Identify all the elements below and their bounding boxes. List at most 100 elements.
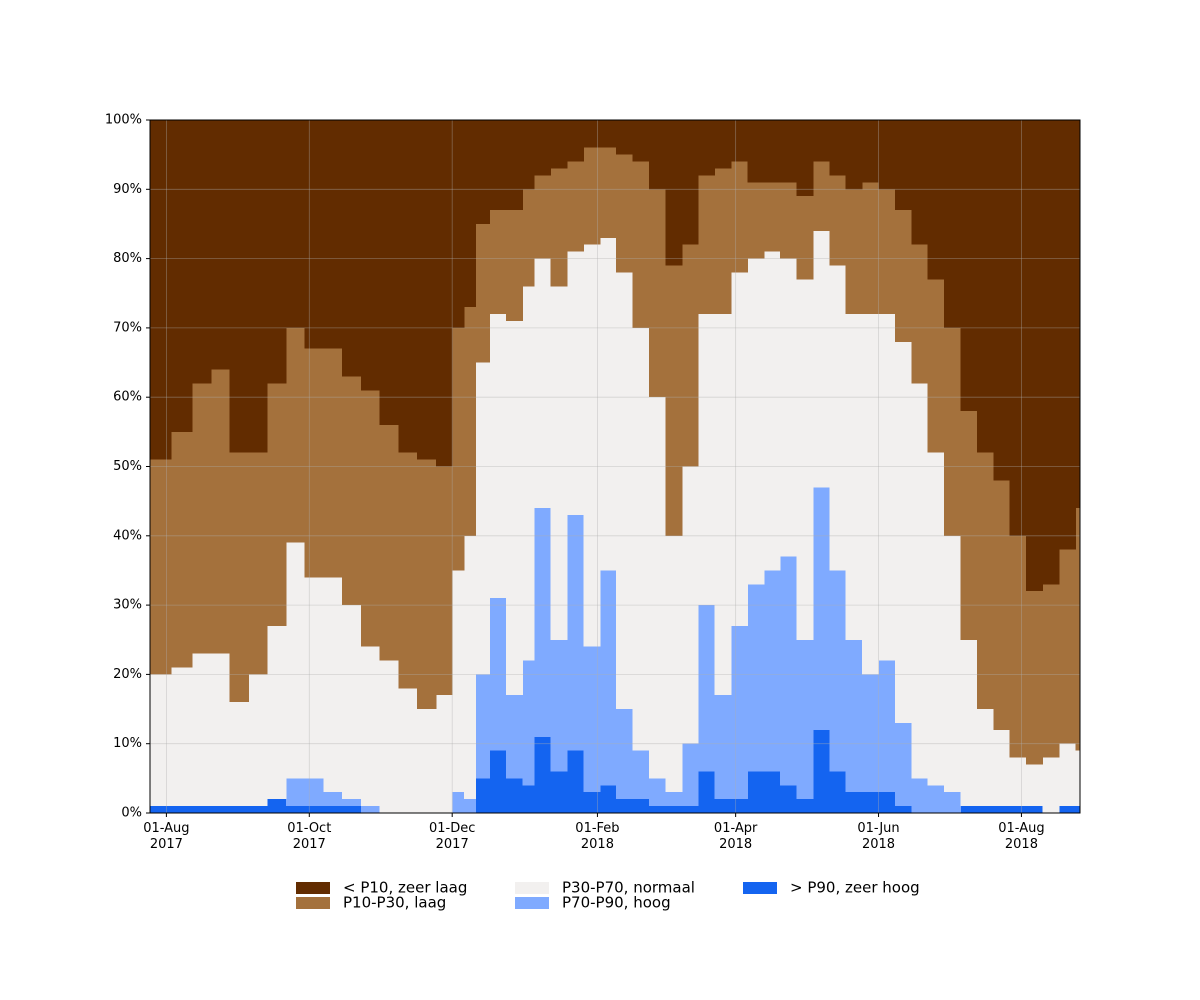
area-step xyxy=(192,383,212,654)
area-step xyxy=(210,653,231,807)
area-step xyxy=(763,771,781,813)
y-tick-label: 90% xyxy=(113,182,142,197)
legend-swatch xyxy=(296,882,330,894)
area-step xyxy=(171,120,193,432)
area-step xyxy=(862,674,880,793)
area-step xyxy=(763,570,781,772)
area-step xyxy=(475,778,491,813)
legend-swatch xyxy=(515,897,549,909)
area-step xyxy=(862,120,880,183)
area-step xyxy=(583,120,601,148)
area-step xyxy=(463,535,477,800)
legend-label: P70-P90, hoog xyxy=(562,894,671,912)
area-step xyxy=(150,120,172,460)
area-step xyxy=(323,806,343,813)
y-tick-label: 0% xyxy=(121,806,142,821)
area-step xyxy=(463,799,477,813)
area-step xyxy=(894,210,912,342)
area-step xyxy=(1009,757,1027,807)
area-step xyxy=(323,348,343,578)
area-step xyxy=(944,327,962,536)
area-step xyxy=(248,806,268,813)
area-step xyxy=(1009,806,1027,813)
area-step xyxy=(747,182,765,259)
area-step xyxy=(583,244,601,647)
area-step xyxy=(616,272,634,710)
area-step xyxy=(960,639,978,807)
area-step xyxy=(1026,806,1044,813)
area-step xyxy=(267,383,287,626)
area-step xyxy=(730,799,748,813)
area-step xyxy=(379,120,399,425)
area-step xyxy=(993,806,1011,813)
area-step xyxy=(1075,120,1081,509)
area-step xyxy=(1058,120,1076,550)
area-step xyxy=(911,383,929,779)
y-tick-label: 30% xyxy=(113,598,142,613)
area-step xyxy=(878,120,896,190)
area-step xyxy=(1009,535,1027,758)
area-step xyxy=(730,625,748,800)
y-tick-label: 20% xyxy=(113,667,142,682)
area-step xyxy=(845,120,863,190)
area-step xyxy=(229,452,249,703)
area-step xyxy=(976,709,994,807)
area-step xyxy=(304,348,324,578)
area-step xyxy=(360,390,381,647)
area-step xyxy=(993,729,1011,807)
area-step xyxy=(210,120,231,370)
area-step xyxy=(323,577,343,793)
x-tick-label: 01-Aug 2017 xyxy=(143,821,190,852)
area-step xyxy=(522,120,535,190)
y-tick-label: 100% xyxy=(105,113,142,128)
area-step xyxy=(796,279,814,640)
area-step xyxy=(911,778,929,813)
x-tick-label: 01-Dec 2017 xyxy=(428,821,476,852)
legend-label: P10-P30, laag xyxy=(343,894,446,912)
area-step xyxy=(506,778,523,813)
area-step xyxy=(665,120,683,266)
area-step xyxy=(665,806,683,813)
area-step xyxy=(763,120,781,183)
area-step xyxy=(616,709,634,800)
area-step xyxy=(648,120,666,190)
area-step xyxy=(267,799,287,813)
area-step xyxy=(714,695,732,800)
area-step xyxy=(648,397,666,779)
area-step xyxy=(171,667,193,807)
area-step xyxy=(506,120,523,211)
area-step xyxy=(475,120,491,224)
area-step xyxy=(960,411,978,640)
area-step xyxy=(698,771,716,813)
area-step xyxy=(599,147,617,238)
area-step xyxy=(878,189,896,315)
area-step xyxy=(435,120,453,467)
area-step xyxy=(747,771,765,813)
area-step xyxy=(632,799,650,813)
area-step xyxy=(911,120,929,245)
area-step xyxy=(566,515,584,751)
area-step xyxy=(566,251,584,516)
area-step xyxy=(747,120,765,183)
area-step xyxy=(452,327,465,571)
area-step xyxy=(550,286,568,640)
area-step xyxy=(489,598,507,751)
area-step xyxy=(489,120,507,211)
area-step xyxy=(285,542,306,779)
y-tick-label: 60% xyxy=(113,390,142,405)
area-step xyxy=(796,120,814,197)
y-tick-label: 50% xyxy=(113,459,142,474)
area-step xyxy=(229,702,249,807)
area-step xyxy=(463,120,477,308)
legend-item: P10-P30, laag xyxy=(296,894,446,912)
area-step xyxy=(976,452,994,710)
area-step xyxy=(171,431,193,668)
area-step xyxy=(665,535,683,793)
x-tick-label: 01-Feb 2018 xyxy=(575,821,620,852)
area-step xyxy=(248,120,268,453)
area-step xyxy=(550,639,568,772)
area-step xyxy=(681,244,699,467)
area-step xyxy=(379,660,399,813)
area-step xyxy=(489,210,507,315)
area-step xyxy=(417,459,437,710)
